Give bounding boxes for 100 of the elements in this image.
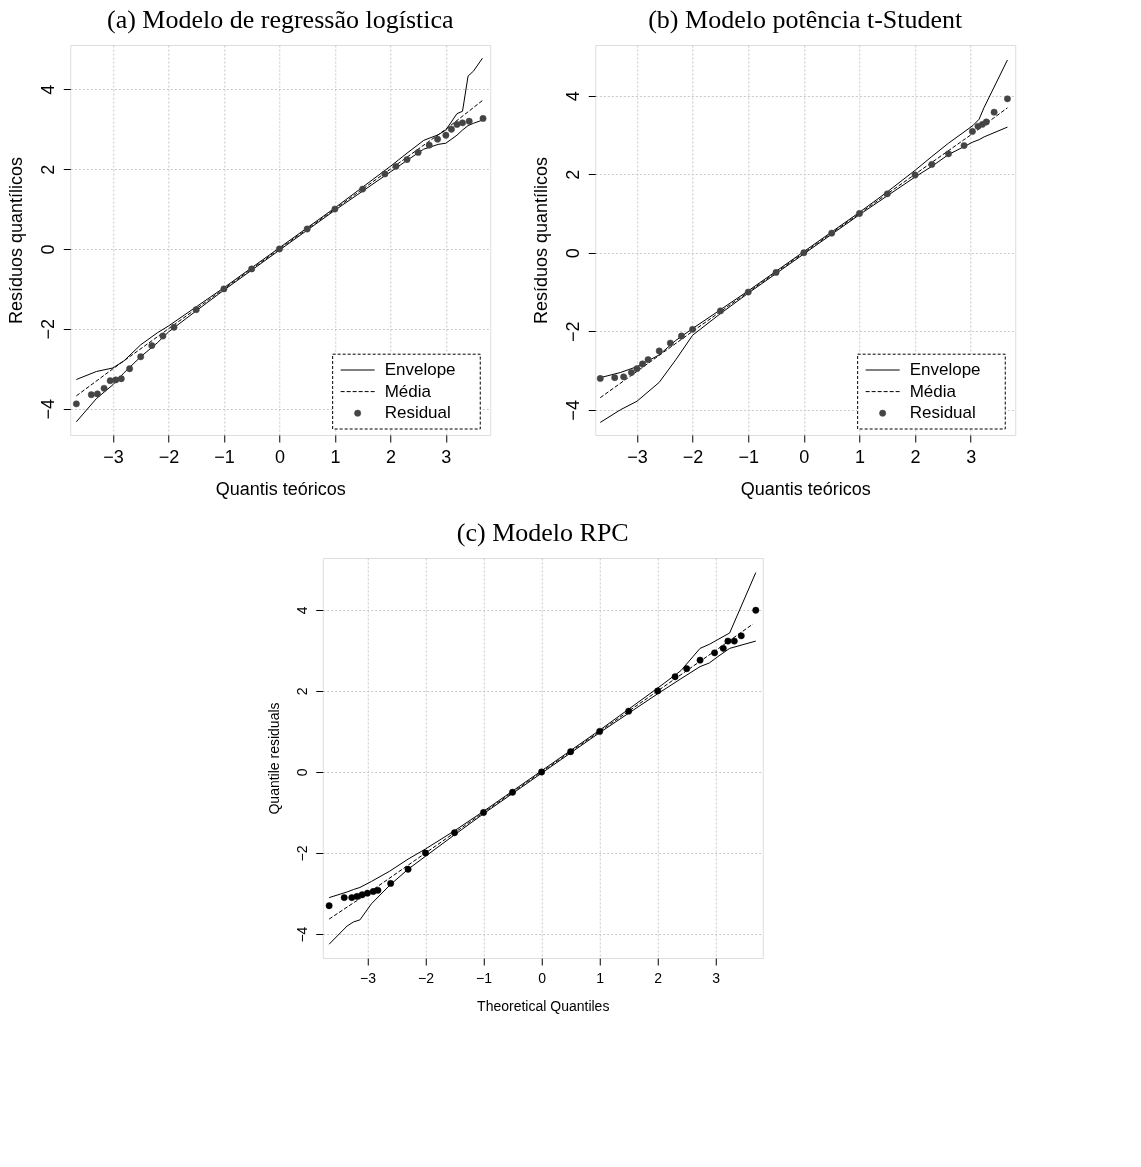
point xyxy=(404,865,412,873)
point xyxy=(87,391,95,399)
y-tick-label: −4 xyxy=(37,398,58,420)
chart-title: (c) Modelo RPC xyxy=(456,518,629,547)
point xyxy=(644,356,652,363)
point xyxy=(689,325,697,333)
point xyxy=(465,117,473,125)
point xyxy=(928,160,936,168)
legend-label: Residual xyxy=(384,403,451,423)
point xyxy=(434,135,441,143)
point xyxy=(856,210,863,217)
x-tick-label: −2 xyxy=(418,969,435,986)
x-tick-label: −1 xyxy=(738,446,759,467)
x-tick-label: 1 xyxy=(854,446,865,467)
x-tick-label: 2 xyxy=(654,969,663,986)
point xyxy=(752,606,760,614)
point xyxy=(364,889,371,897)
y-tick-label: −4 xyxy=(294,926,311,943)
y-tick-label: 4 xyxy=(294,606,311,615)
point xyxy=(331,205,339,213)
point xyxy=(1004,95,1011,103)
y-axis-title: Resíduos quantílicos xyxy=(5,156,26,325)
point xyxy=(596,375,604,382)
y-tick-label: 2 xyxy=(294,687,311,696)
point xyxy=(414,148,422,156)
point xyxy=(625,707,633,715)
point xyxy=(883,190,891,198)
x-tick-label: 1 xyxy=(330,446,341,467)
point xyxy=(982,118,990,126)
y-tick-label: −4 xyxy=(562,400,583,421)
point xyxy=(117,375,125,383)
point xyxy=(696,656,704,664)
x-axis-title: Theoretical Quantiles xyxy=(477,997,610,1014)
point xyxy=(159,332,167,340)
x-tick-label: 3 xyxy=(712,969,721,986)
point xyxy=(628,369,635,376)
chart-title: (b) Modelo potência t-Student xyxy=(648,5,964,34)
point xyxy=(538,768,545,776)
y-axis-title: Quantile residuals xyxy=(266,702,283,815)
point xyxy=(392,162,400,170)
y-tick-label: 0 xyxy=(37,244,58,255)
x-tick-label: 1 xyxy=(596,969,605,986)
x-tick-label: 2 xyxy=(910,446,921,467)
x-tick-label: 3 xyxy=(966,446,977,467)
point xyxy=(340,894,348,902)
point xyxy=(990,108,998,116)
point xyxy=(303,225,311,233)
point xyxy=(717,307,724,315)
point xyxy=(744,288,752,296)
point xyxy=(828,229,836,237)
legend-label: Envelope xyxy=(909,360,981,379)
point xyxy=(106,377,114,385)
point xyxy=(633,365,641,373)
x-tick-label: −1 xyxy=(476,969,493,986)
y-tick-label: −2 xyxy=(37,319,58,340)
x-axis-title: Quantis teóricos xyxy=(215,478,346,499)
point xyxy=(960,142,968,149)
y-tick-label: 2 xyxy=(562,169,583,180)
point xyxy=(620,373,628,381)
x-tick-label: 0 xyxy=(799,446,810,467)
point xyxy=(639,360,646,368)
legend-label: Envelope xyxy=(384,360,456,379)
point xyxy=(325,902,333,910)
point xyxy=(94,390,101,398)
point xyxy=(353,892,361,900)
point xyxy=(683,665,691,673)
point xyxy=(112,376,120,384)
y-axis-title: Resíduos quantílicos xyxy=(530,156,551,325)
x-tick-label: −2 xyxy=(682,446,704,467)
point xyxy=(126,365,134,373)
point xyxy=(945,150,952,158)
legend-label: Média xyxy=(384,381,432,401)
point xyxy=(772,269,780,276)
x-tick-label: 0 xyxy=(274,446,285,467)
point xyxy=(596,728,604,735)
point xyxy=(711,649,718,657)
x-axis-title: Quantis teóricos xyxy=(740,478,871,499)
point xyxy=(442,131,450,139)
point xyxy=(654,687,662,695)
point xyxy=(451,829,458,837)
point xyxy=(192,306,200,314)
point xyxy=(724,637,732,645)
point xyxy=(969,128,976,135)
y-tick-label: 0 xyxy=(562,248,583,259)
y-tick-label: 2 xyxy=(37,164,58,175)
point xyxy=(100,384,108,392)
point xyxy=(137,353,145,361)
point xyxy=(425,141,433,149)
point xyxy=(737,632,745,640)
point xyxy=(422,849,429,857)
point xyxy=(248,265,256,273)
point xyxy=(276,245,283,253)
y-tick-label: −2 xyxy=(294,845,311,862)
point xyxy=(403,156,411,163)
point xyxy=(911,171,919,179)
y-tick-label: −2 xyxy=(562,321,583,343)
y-tick-label: 4 xyxy=(562,91,583,102)
legend-label: Média xyxy=(909,381,957,401)
point xyxy=(220,285,228,293)
point xyxy=(800,249,808,257)
